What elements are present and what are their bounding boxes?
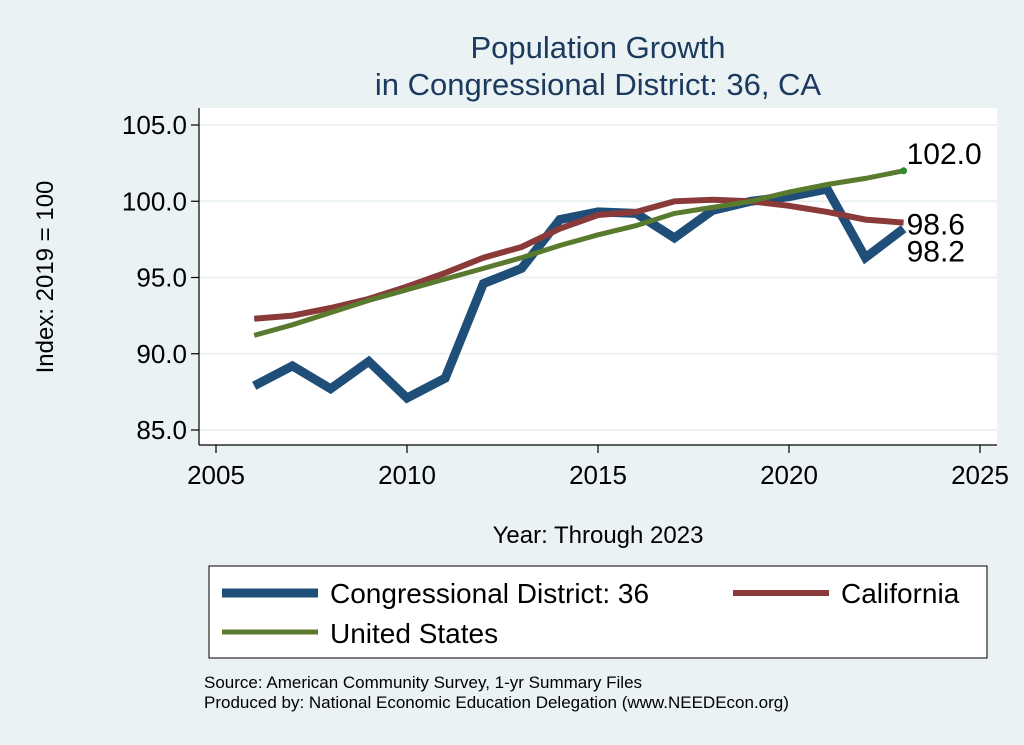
x-tick-label: 2005 (187, 460, 245, 490)
y-tick-label: 105.0 (122, 110, 187, 140)
x-tick-label: 2020 (760, 460, 818, 490)
end-label-0: 98.2 (907, 236, 965, 269)
y-tick-label: 85.0 (136, 415, 187, 445)
legend-box (208, 565, 988, 659)
chart-title-line-1: Population Growth (470, 30, 725, 65)
axes: 85.0 90.0 95.0 100.0 105.0 2005 2010 2015 2020 20… (122, 108, 1009, 490)
x-tick-label: 2010 (378, 460, 436, 490)
series-lines (252, 167, 908, 404)
x-tick-label: 2025 (951, 460, 1009, 490)
end-label-2: 102.0 (907, 138, 982, 171)
y-tick-label: 100.0 (122, 186, 187, 216)
series-end-marker-united-states (900, 167, 908, 175)
chart-title-line-2: in Congressional District: 36, CA (375, 67, 822, 102)
x-axis-title: Year: Through 2023 (493, 522, 704, 549)
series-line-congressional-district-36 (252, 184, 907, 404)
series-line-united-states (253, 168, 905, 338)
gridlines (199, 124, 997, 431)
y-tick-label: 95.0 (136, 263, 187, 293)
x-tick-label: 2015 (569, 460, 627, 490)
legend-label-congressional-district: Congressional District: 36 (330, 578, 649, 609)
end-labels: 98.298.6 102.0 (907, 138, 982, 269)
source-note: Source: American Community Survey, 1-yr … (204, 673, 642, 692)
legend-label-united-states: United States (330, 618, 498, 649)
y-tick-label: 90.0 (136, 339, 187, 369)
legend: Congressional District: 36 California Un… (208, 565, 988, 659)
end-label-1: 98.6 (907, 209, 965, 242)
producer-note: Produced by: National Economic Education… (204, 693, 789, 712)
legend-label-california: California (841, 578, 960, 609)
y-axis-title: Index: 2019 = 100 (32, 181, 59, 374)
